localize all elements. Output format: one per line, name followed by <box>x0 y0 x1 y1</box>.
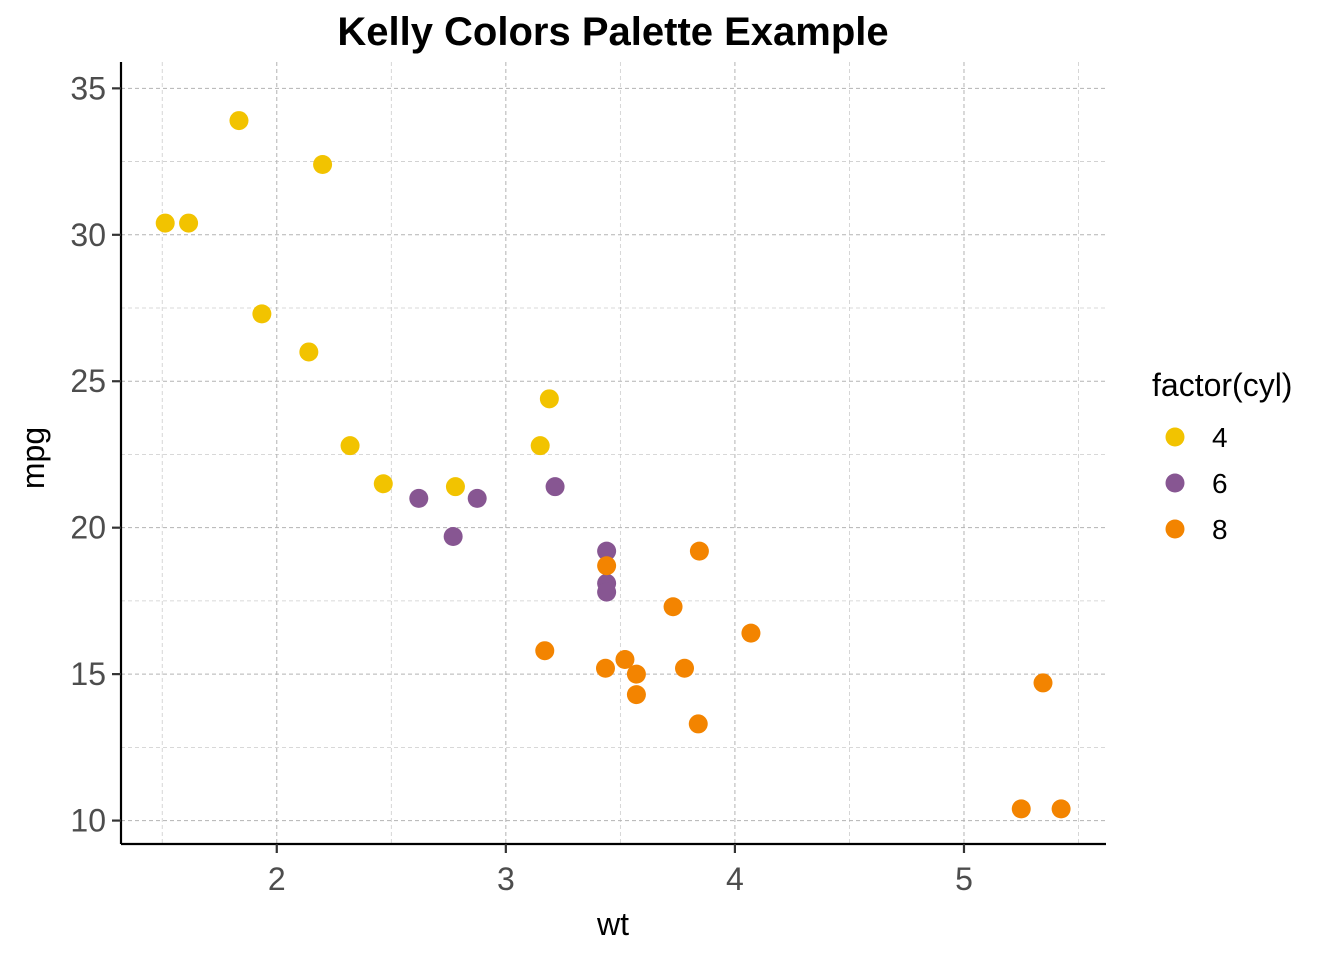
legend-key-4 <box>1165 427 1185 447</box>
legend-key-8 <box>1165 519 1185 539</box>
legend-label-4: 4 <box>1212 422 1228 453</box>
data-point-cyl-4 <box>445 477 465 497</box>
legend-label-8: 8 <box>1212 514 1228 545</box>
legend-label-6: 6 <box>1212 468 1228 499</box>
x-tick-label: 3 <box>497 861 515 897</box>
data-point-cyl-4 <box>252 304 272 324</box>
legend-key-6 <box>1165 473 1185 493</box>
data-point-cyl-8 <box>675 658 695 678</box>
chart-title: Kelly Colors Palette Example <box>337 10 888 54</box>
legend-title: factor(cyl) <box>1152 367 1292 403</box>
data-point-cyl-8 <box>1033 673 1053 693</box>
data-point-cyl-8 <box>688 714 708 734</box>
data-point-cyl-6 <box>467 488 487 508</box>
y-tick-label: 35 <box>70 70 106 106</box>
data-point-cyl-6 <box>597 541 617 561</box>
data-points <box>155 111 1071 819</box>
data-point-cyl-8 <box>626 664 646 684</box>
y-axis-title: mpg <box>15 427 51 489</box>
data-point-cyl-8 <box>615 649 635 669</box>
data-point-cyl-6 <box>597 582 617 602</box>
data-point-cyl-8 <box>1011 799 1031 819</box>
data-point-cyl-6 <box>443 526 463 546</box>
y-tick-label: 25 <box>70 363 106 399</box>
data-point-cyl-8 <box>663 597 683 617</box>
data-point-cyl-6 <box>409 488 429 508</box>
data-point-cyl-8 <box>535 641 555 661</box>
y-tick-label: 20 <box>70 510 106 546</box>
axes: 2 3 4 5 10 15 20 25 30 35 <box>70 62 1106 897</box>
data-point-cyl-4 <box>539 389 559 409</box>
data-point-cyl-4 <box>299 342 319 362</box>
data-point-cyl-4 <box>229 111 249 131</box>
x-tick-label: 5 <box>955 861 973 897</box>
y-tick-label: 10 <box>70 803 106 839</box>
data-point-cyl-8 <box>689 541 709 561</box>
data-point-cyl-8 <box>626 685 646 705</box>
data-point-cyl-4 <box>155 213 175 233</box>
data-point-cyl-4 <box>340 436 360 456</box>
data-point-cyl-6 <box>545 477 565 497</box>
data-point-cyl-4 <box>313 155 333 175</box>
data-point-cyl-8 <box>1051 799 1071 819</box>
grid-lines <box>121 62 1106 844</box>
data-point-cyl-8 <box>741 623 761 643</box>
x-axis-title: wt <box>596 906 629 942</box>
y-tick-label: 15 <box>70 656 106 692</box>
legend: factor(cyl) 4 6 8 <box>1152 367 1292 545</box>
x-tick-label: 2 <box>268 861 286 897</box>
data-point-cyl-8 <box>595 658 615 678</box>
data-point-cyl-4 <box>179 213 199 233</box>
data-point-cyl-4 <box>530 436 550 456</box>
data-point-cyl-8 <box>597 556 617 576</box>
x-tick-label: 4 <box>726 861 744 897</box>
y-tick-label: 30 <box>70 217 106 253</box>
data-point-cyl-4 <box>373 474 393 494</box>
